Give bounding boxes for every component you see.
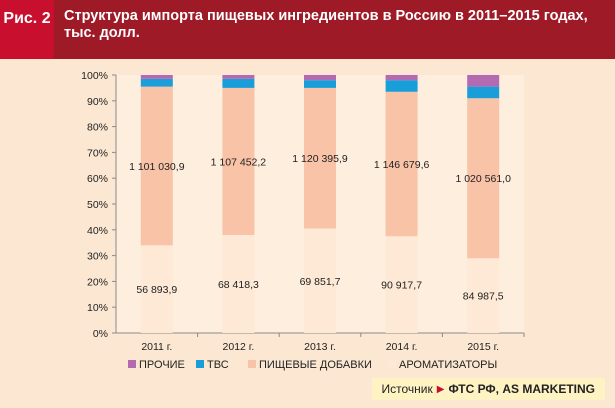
data-label: 90 917,7 [381,280,422,292]
data-label: 56 893,9 [136,284,177,296]
y-tick-label: 100% [81,70,108,82]
data-label: 1 107 452,2 [211,156,267,168]
bar-segment [304,75,336,81]
data-label: 84 987,5 [463,291,504,303]
x-tick-label: 2011 г. [141,341,172,353]
source-label: Источник [381,382,433,396]
figure-title-box: Структура импорта пищевых ингредиентов в… [54,0,615,59]
x-tick-label: 2013 г. [304,341,336,353]
figure-label-box: Рис. 2 [0,0,54,59]
data-label: 1 146 679,6 [374,159,430,171]
legend-swatch [128,360,136,368]
source-value: ФТС РФ, AS MARKETING [448,382,595,396]
bar-segment [222,78,255,88]
bar-segment [140,245,173,333]
x-tick-label: 2012 г. [223,341,255,353]
figure-label: Рис. 2 [3,10,51,27]
y-tick-label: 0% [93,328,108,340]
bar-segment [140,78,173,87]
figure-title: Структура импорта пищевых ингредиентов в… [64,8,588,41]
data-label: 1 120 395,9 [292,153,348,165]
triangle-right-icon: ▶ [436,383,445,395]
legend-label: ТВС [207,359,229,371]
y-tick-label: 90% [87,96,108,108]
data-label: 1 020 561,0 [455,173,511,185]
bar-segment [222,87,255,235]
legend-label: АРОМАТИЗАТОРЫ [399,359,497,371]
y-tick-label: 60% [87,173,108,185]
stacked-bar-chart: 0% 10% 20% 30% 40% 50% 60% 70% 80% 90% 100% 56 893,… [81,70,525,371]
bar-segment [467,86,500,99]
bar-segment [222,75,255,79]
y-tick-label: 70% [87,147,108,159]
y-tick-label: 40% [87,225,108,237]
legend-label: ПИЩЕВЫЕ ДОБАВКИ [259,359,372,371]
y-tick-label: 30% [87,251,108,263]
bar-segment [385,75,418,81]
y-tick-label: 80% [87,122,108,134]
bar-segment [140,75,173,79]
x-tick-label: 2014 г. [386,341,418,353]
bar-segment [140,86,173,246]
y-tick-label: 10% [87,302,108,314]
legend-swatch [196,360,204,368]
bar-segment [304,87,336,229]
bar-segment [467,75,500,87]
data-label: 68 418,3 [218,279,259,291]
data-label: 1 101 030,9 [129,161,185,173]
data-label: 69 851,7 [300,276,341,288]
y-tick-label: 50% [87,199,108,211]
figure-header: Рис. 2 Структура импорта пищевых ингреди… [0,0,615,59]
bar-segment [385,80,418,92]
y-tick-label: 20% [87,276,108,288]
bar-segment [467,258,500,333]
legend-swatch [388,360,396,368]
bar-segment [304,80,336,88]
legend-swatch [248,360,256,368]
bar-segment [222,234,255,333]
bar-segment [385,236,418,333]
bar-segment [304,228,336,333]
legend-label: ПРОЧИЕ [139,359,185,371]
source-note: Источник ▶ ФТС РФ, AS MARKETING [371,378,605,400]
bar-segment [385,91,418,237]
bar-segment [467,98,500,259]
x-tick-label: 2015 г. [467,341,499,353]
